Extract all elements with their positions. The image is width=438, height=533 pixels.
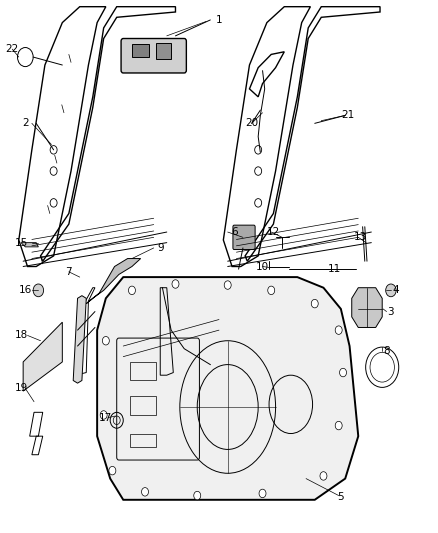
Polygon shape (97, 277, 358, 500)
Text: 22: 22 (6, 44, 19, 54)
Text: 13: 13 (354, 232, 367, 243)
Text: 12: 12 (267, 227, 280, 237)
Polygon shape (73, 296, 86, 383)
Circle shape (268, 286, 275, 295)
Circle shape (335, 421, 342, 430)
Bar (156, 43, 171, 59)
Circle shape (102, 336, 110, 345)
Text: 4: 4 (392, 285, 399, 295)
Text: 21: 21 (341, 110, 354, 120)
Bar (132, 44, 149, 57)
Text: 1: 1 (215, 15, 223, 25)
Bar (130, 433, 156, 447)
Text: 17: 17 (99, 413, 113, 423)
Circle shape (128, 286, 135, 295)
Text: 6: 6 (231, 227, 237, 237)
FancyBboxPatch shape (121, 38, 186, 73)
Polygon shape (23, 322, 62, 391)
Text: 5: 5 (338, 492, 344, 502)
Circle shape (335, 326, 342, 334)
Text: 2: 2 (22, 118, 28, 128)
Circle shape (224, 281, 231, 289)
Circle shape (320, 472, 327, 480)
Text: 11: 11 (328, 264, 341, 274)
Text: 7: 7 (66, 267, 72, 277)
Text: 20: 20 (245, 118, 258, 128)
Text: 19: 19 (14, 383, 28, 393)
Text: 9: 9 (157, 243, 163, 253)
Circle shape (141, 488, 148, 496)
Circle shape (311, 300, 318, 308)
Circle shape (33, 284, 44, 297)
Circle shape (386, 284, 396, 297)
Polygon shape (86, 259, 141, 304)
Text: 16: 16 (19, 285, 32, 295)
Bar (130, 397, 156, 415)
Text: 10: 10 (256, 262, 269, 271)
Circle shape (194, 491, 201, 500)
Bar (130, 362, 156, 381)
Text: 8: 8 (383, 346, 390, 357)
Text: 18: 18 (14, 330, 28, 341)
Circle shape (172, 280, 179, 288)
FancyBboxPatch shape (233, 225, 255, 249)
Circle shape (109, 466, 116, 475)
Text: 15: 15 (14, 238, 28, 248)
Polygon shape (352, 288, 382, 327)
Circle shape (339, 368, 346, 377)
Polygon shape (21, 243, 39, 247)
Text: 3: 3 (388, 306, 394, 317)
Circle shape (100, 411, 107, 419)
Circle shape (259, 489, 266, 498)
